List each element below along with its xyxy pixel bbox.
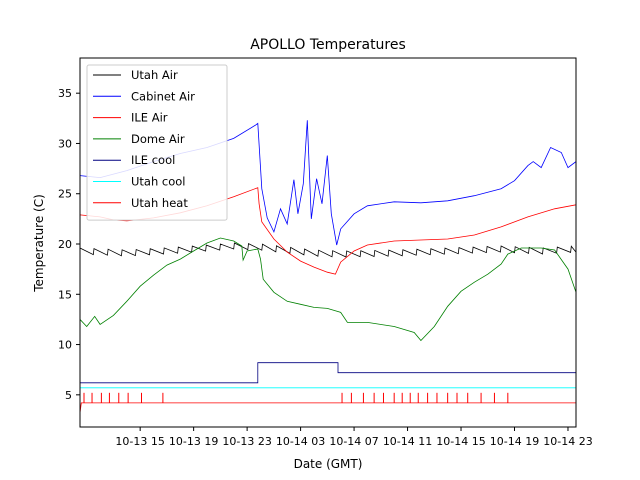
- x-tick-label: 10-13 19: [169, 435, 218, 448]
- series-line-cabinet-air: [80, 120, 576, 246]
- series-line-utah-air: [80, 242, 576, 258]
- x-tick-label: 10-14 19: [490, 435, 539, 448]
- y-tick-label: 35: [58, 87, 72, 100]
- x-axis: 10-13 15 10-13 19 10-13 23 10-14 03 10-14 07…: [115, 427, 593, 448]
- x-tick-label: 10-14 23: [543, 435, 592, 448]
- y-axis: 5 10 15 20 25 30 35: [58, 87, 80, 402]
- legend-label-utah-air: Utah Air: [131, 68, 178, 82]
- legend: Utah Air Cabinet Air ILE Air Dome Air ILE co…: [86, 64, 228, 221]
- legend-label-ile-cool: ILE cool: [131, 153, 175, 167]
- x-tick-label: 10-14 03: [276, 435, 325, 448]
- x-tick-label: 10-13 23: [222, 435, 271, 448]
- y-tick-label: 25: [58, 188, 72, 201]
- legend-label-utah-heat: Utah heat: [131, 196, 188, 210]
- y-tick-label: 10: [58, 339, 72, 352]
- plot-frame: [79, 57, 577, 428]
- chart-title: APOLLO Temperatures: [250, 37, 406, 53]
- legend-box: [86, 64, 228, 221]
- x-tick-label: 10-14 07: [329, 435, 378, 448]
- legend-label-dome-air: Dome Air: [131, 132, 185, 146]
- legend-label-utah-cool: Utah cool: [131, 175, 186, 189]
- y-tick-label: 5: [65, 389, 72, 402]
- x-tick-label: 10-14 11: [383, 435, 432, 448]
- x-tick-label: 10-14 15: [436, 435, 485, 448]
- legend-label-ile-air: ILE Air: [131, 111, 168, 125]
- y-tick-label: 30: [58, 137, 72, 150]
- series-line-ile-cool: [80, 362, 576, 384]
- series-line-dome-air: [80, 237, 576, 342]
- legend-label-cabinet-air: Cabinet Air: [131, 89, 195, 103]
- y-axis-label: Temperature (C): [32, 194, 46, 293]
- y-tick-label: 20: [58, 238, 72, 251]
- y-tick-label: 15: [58, 288, 72, 301]
- x-axis-label: Date (GMT): [294, 457, 363, 471]
- x-tick-label: 10-13 15: [115, 435, 164, 448]
